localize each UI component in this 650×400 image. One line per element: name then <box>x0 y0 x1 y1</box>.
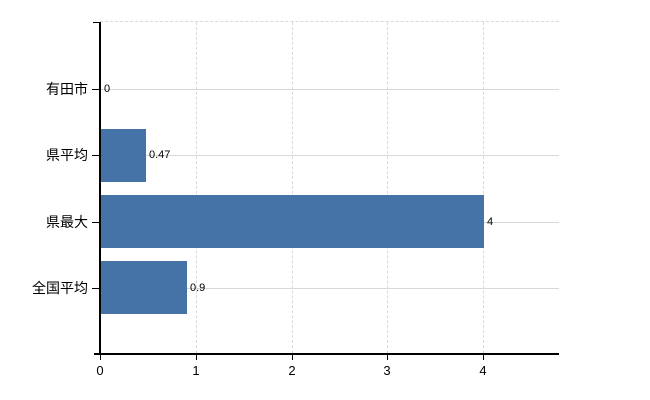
y-tick <box>92 288 99 289</box>
x-tick <box>483 355 484 360</box>
bar <box>101 195 484 248</box>
plot-border-top <box>100 21 559 22</box>
gridline-vertical <box>483 22 484 353</box>
gridline-horizontal <box>100 155 559 156</box>
bar <box>101 261 187 314</box>
bar <box>101 129 146 182</box>
gridline-vertical <box>292 22 293 353</box>
x-tick-label: 4 <box>479 363 487 378</box>
y-tick <box>92 222 99 223</box>
x-tick-label: 0 <box>96 363 104 378</box>
gridline-horizontal <box>100 89 559 90</box>
x-tick <box>100 355 101 360</box>
gridline-vertical <box>196 22 197 353</box>
gridline-vertical <box>387 22 388 353</box>
y-axis-top-tick <box>93 22 99 23</box>
y-tick <box>92 155 99 156</box>
x-tick <box>292 355 293 360</box>
category-label: 有田市 <box>46 81 88 97</box>
x-tick <box>196 355 197 360</box>
x-tick-label: 1 <box>192 363 200 378</box>
x-axis <box>94 353 559 355</box>
gridline-horizontal <box>100 288 559 289</box>
category-label: 全国平均 <box>32 280 88 296</box>
value-label: 4 <box>487 216 494 228</box>
x-tick-label: 3 <box>383 363 391 378</box>
y-tick <box>92 89 99 90</box>
value-label: 0.9 <box>190 282 206 294</box>
y-axis <box>99 22 101 353</box>
value-label: 0.47 <box>149 149 171 161</box>
category-label: 県平均 <box>46 147 88 163</box>
category-label: 県最大 <box>46 214 88 230</box>
value-label: 0 <box>104 83 111 95</box>
x-tick-label: 2 <box>288 363 296 378</box>
x-tick <box>387 355 388 360</box>
